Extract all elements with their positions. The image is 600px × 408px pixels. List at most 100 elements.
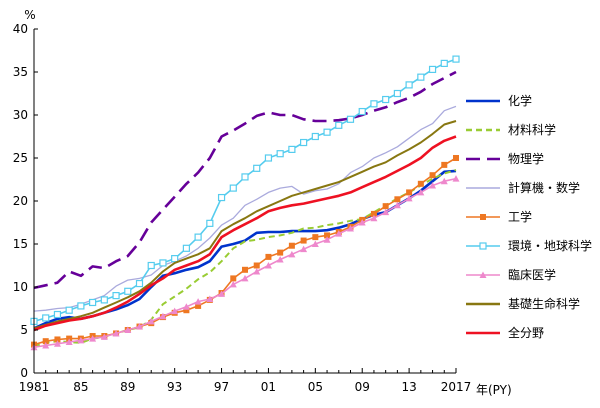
legend-item-3: 物理学 (466, 151, 544, 166)
data-point-marker (183, 307, 190, 314)
data-point-marker (112, 292, 120, 300)
data-point-marker (171, 255, 179, 263)
plot-area (30, 55, 460, 351)
data-point-marker (323, 236, 331, 243)
data-point-marker (323, 128, 331, 136)
data-point-marker (300, 245, 308, 253)
data-point-marker (124, 287, 132, 295)
data-point-marker (311, 240, 319, 247)
legend-label: 化学 (508, 93, 532, 108)
data-point-marker (229, 280, 237, 288)
series-line (33, 177, 457, 348)
data-point-marker (288, 250, 296, 258)
data-point-marker (230, 275, 237, 282)
legend-item-8: 基礎生命科学 (466, 296, 580, 311)
data-point-marker (229, 184, 237, 192)
data-point-marker (335, 230, 343, 237)
x-tick-label: 85 (73, 380, 88, 394)
legend-item-9: 全分野 (466, 325, 544, 340)
legend-label: 物理学 (508, 151, 544, 166)
data-point-marker (440, 177, 448, 185)
series-8 (33, 120, 457, 330)
legend-label: 臨床医学 (508, 267, 556, 282)
y-tick-label: 40 (13, 22, 28, 36)
series-4 (33, 105, 457, 312)
series-5 (31, 155, 459, 348)
data-point-marker (42, 314, 50, 322)
legend-label: 計算機・数学 (508, 180, 580, 195)
series-9 (33, 135, 457, 332)
series-line (33, 135, 457, 332)
series-line (33, 120, 457, 330)
data-point-marker (53, 340, 61, 347)
legend-label: 環境・地球科学 (508, 238, 592, 253)
x-tick-label: 13 (401, 380, 416, 394)
y-tick-label: 25 (13, 151, 28, 165)
data-point-marker (124, 326, 132, 333)
data-point-marker (405, 194, 413, 202)
data-point-marker (480, 214, 486, 220)
data-point-marker (253, 164, 261, 172)
x-tick-label: 01 (261, 380, 276, 394)
data-point-marker (417, 73, 425, 81)
legend-item-1: 化学 (466, 93, 532, 108)
data-point-marker (89, 298, 97, 307)
x-tick-label: 05 (308, 380, 323, 394)
data-point-marker (276, 150, 284, 158)
series-3 (33, 70, 457, 290)
x-tick-label: 97 (214, 380, 229, 394)
data-point-marker (264, 262, 272, 269)
data-point-marker (89, 335, 97, 342)
data-point-marker (428, 65, 437, 74)
data-point-marker (288, 145, 296, 153)
legend-item-7: 臨床医学 (466, 267, 556, 282)
y-tick-label: 20 (13, 194, 28, 208)
series-line (33, 58, 457, 323)
data-point-marker (218, 290, 226, 297)
data-point-marker (393, 201, 401, 209)
legend-item-2: 材料科学 (466, 122, 556, 137)
series-line (33, 70, 457, 290)
series-line (33, 169, 457, 330)
data-point-marker (182, 303, 190, 310)
data-point-marker (324, 232, 331, 239)
data-point-marker (100, 333, 108, 340)
y-tick-label: 5 (20, 323, 28, 337)
data-point-marker (147, 317, 155, 325)
data-point-marker (312, 234, 319, 241)
data-point-marker (358, 219, 366, 226)
series-line (33, 169, 457, 348)
data-point-marker (347, 225, 354, 232)
data-point-marker (382, 203, 389, 210)
x-tick-label: 2017 (441, 380, 472, 394)
y-tick-label: 10 (13, 280, 28, 294)
data-point-marker (53, 310, 62, 319)
x-tick-label: 93 (167, 380, 182, 394)
data-point-marker (77, 302, 85, 310)
data-point-marker (370, 100, 378, 108)
data-point-marker (206, 219, 214, 227)
series-line (33, 157, 457, 346)
y-axis-unit-label: % (24, 8, 35, 22)
legend-item-4: 計算機・数学 (466, 180, 580, 195)
data-point-marker (393, 89, 401, 98)
data-point-marker (382, 208, 390, 216)
legend-item-6: 環境・地球科学 (466, 238, 592, 253)
data-point-marker (370, 210, 377, 217)
data-point-marker (241, 173, 249, 181)
legend-label: 工学 (508, 209, 532, 224)
data-point-marker (406, 189, 413, 196)
x-tick-label: 09 (355, 380, 370, 394)
y-tick-label: 30 (13, 108, 28, 122)
series-6 (30, 55, 460, 325)
data-point-marker (253, 268, 261, 275)
data-point-marker (147, 261, 155, 270)
data-point-marker (277, 249, 284, 256)
data-point-marker (65, 338, 73, 346)
data-point-marker (479, 242, 487, 250)
data-point-marker (206, 295, 214, 303)
data-point-marker (440, 59, 448, 68)
